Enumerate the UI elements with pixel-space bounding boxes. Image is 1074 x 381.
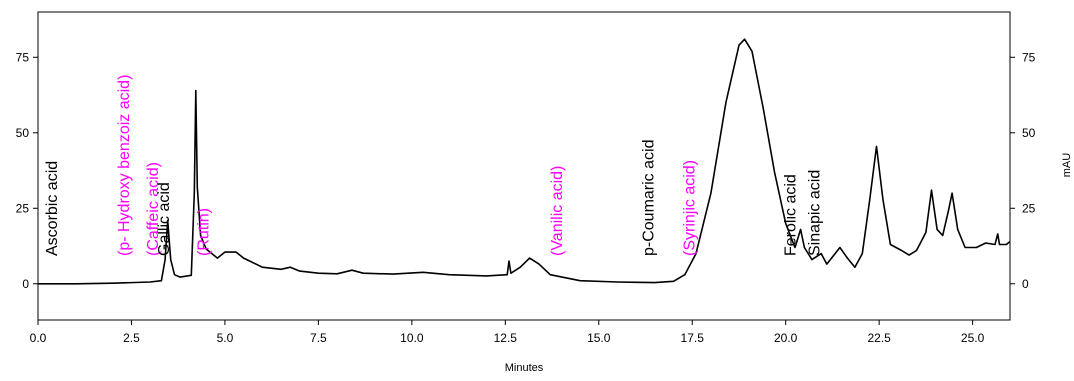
x-tick-label: 0.0	[30, 331, 47, 345]
plot-frame	[37, 11, 1011, 321]
x-tick-label: 10.0	[400, 331, 424, 345]
peak-label: p-Coumaric acid	[640, 140, 657, 256]
peak-label: (Vanilic acid)	[549, 166, 566, 256]
x-tick-label: 7.5	[310, 331, 327, 345]
x-tick-label: 15.0	[587, 331, 611, 345]
x-tick-label: 17.5	[681, 331, 705, 345]
x-tick-label: 12.5	[494, 331, 518, 345]
y-tick-label-left: 25	[16, 201, 30, 215]
peak-label: (p- Hydroxy benzoiz acid)	[116, 75, 133, 256]
y-tick-label-right: 0	[1022, 277, 1029, 291]
y-tick-label-left: 0	[22, 277, 29, 291]
y-tick-label-left: 75	[16, 50, 30, 64]
x-tick-label: 25.0	[961, 331, 985, 345]
x-tick-label: 22.5	[867, 331, 891, 345]
y-axis-title-right: mAU	[1061, 153, 1073, 178]
y-tick-label-right: 25	[1022, 201, 1036, 215]
signal-trace	[38, 38, 1011, 285]
x-tick-label: 2.5	[123, 331, 140, 345]
x-tick-label: 20.0	[774, 331, 798, 345]
x-tick-label: 5.0	[217, 331, 234, 345]
peak-label: Ascorbic acid	[44, 161, 61, 256]
peak-label: (Syrinjic acid)	[681, 160, 698, 256]
peak-label: Sinapic acid	[807, 170, 824, 256]
y-tick-label-left: 50	[16, 126, 30, 140]
axes-ticks: 0.0 2.5 5.0 7.5 10.0 12.5 15.0 17.5 20.0 22.5 25.0…	[16, 50, 1036, 345]
peak-label: Gallic acid	[156, 182, 173, 256]
peak-label: (Rutin)	[195, 208, 212, 256]
peak-label: Ferolic acid	[782, 174, 799, 256]
y-tick-label-right: 75	[1022, 50, 1036, 64]
y-tick-label-right: 50	[1022, 126, 1036, 140]
x-axis-title: Minutes	[505, 362, 544, 374]
peak-label: (Caffeic acid)	[145, 162, 162, 256]
peak-labels: Ascorbic acid (p- Hydroxy benzoiz acid) (C…	[44, 75, 824, 256]
